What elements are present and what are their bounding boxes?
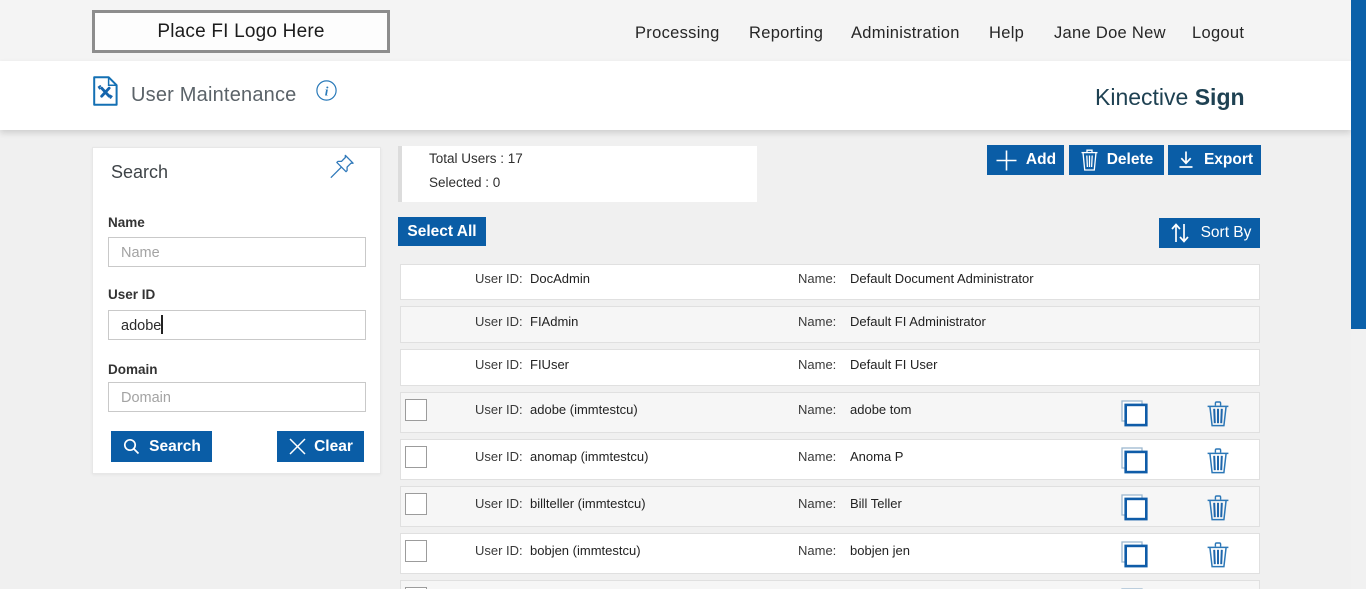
svg-text:i: i <box>325 83 329 98</box>
